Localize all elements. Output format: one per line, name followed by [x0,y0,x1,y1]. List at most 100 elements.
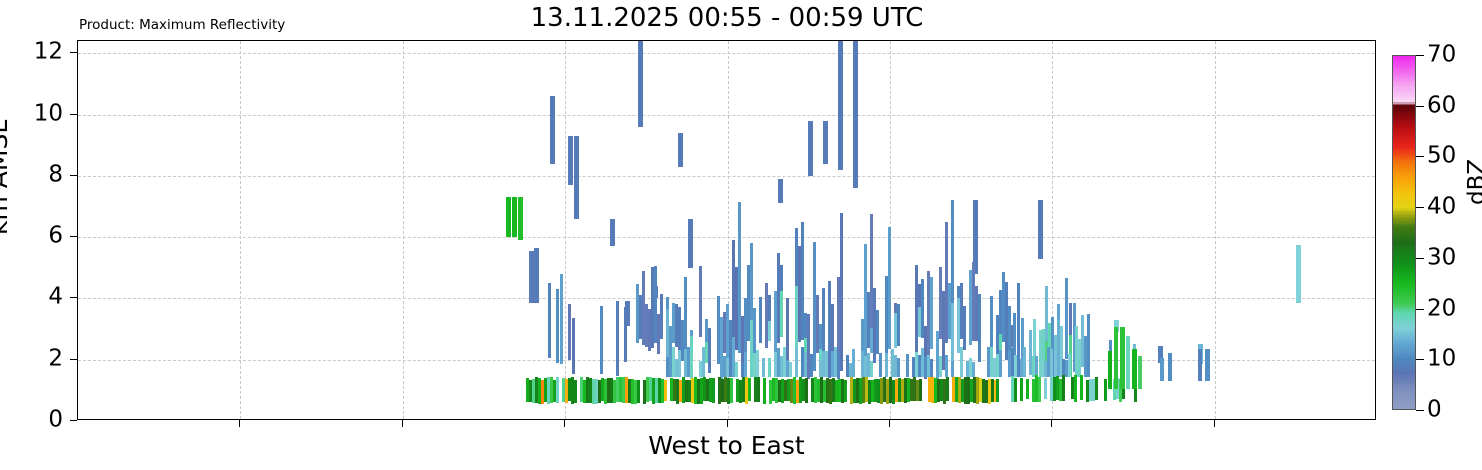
low-level-echo [604,378,607,404]
colorbar-band [1393,112,1415,116]
colorbar-title: dBZ [1464,158,1482,205]
colorbar-tick-label-0: 0 [1427,396,1442,423]
low-level-echo [565,379,568,403]
echo-streak [804,337,807,360]
y-tick-mark [70,297,77,299]
colorbar-band [1393,110,1415,114]
colorbar-tick-label-30: 30 [1427,244,1457,271]
colorbar-tick-mark [1416,55,1424,56]
echo-streak [999,290,1002,359]
colorbar-band [1393,248,1415,251]
colorbar-band [1393,260,1415,264]
colorbar-band [1393,359,1415,363]
echo-column [1114,319,1119,333]
low-level-echo [916,379,919,402]
low-level-echo [918,355,921,377]
x-tick-mark [402,420,403,427]
echo-streak [729,319,732,366]
echo-streak [1078,338,1081,377]
low-level-echo [598,380,601,404]
echo-streak [732,239,735,378]
colorbar-band [1393,167,1415,170]
echo-streak [963,305,966,350]
echo-column [512,197,517,238]
colorbar-band [1393,149,1415,153]
low-level-echo [915,352,918,377]
y-tick-mark [70,113,77,115]
colorbar-band [1393,96,1415,100]
x-tick-mark [889,420,890,427]
low-level-echo [652,377,655,404]
low-level-echo [777,347,780,377]
echo-streak [876,309,879,355]
low-level-echo [849,362,852,377]
colorbar-band [1393,220,1415,223]
x-tick-mark [727,420,728,427]
low-level-echo [757,377,760,402]
echo-streak [765,282,768,348]
colorbar-band [1393,310,1415,313]
low-level-echo [532,379,535,403]
colorbar-band [1393,130,1415,133]
echo-streak [1002,272,1005,343]
low-level-echo [703,376,706,402]
colorbar-band [1393,294,1415,297]
low-level-echo [547,376,550,404]
low-level-echo [990,346,993,377]
echo-streak [750,320,753,353]
low-level-echo [658,378,661,403]
colorbar-band [1393,218,1415,221]
low-level-echo [892,379,895,404]
colorbar-band [1393,186,1415,190]
colorbar-band [1393,168,1415,172]
colorbar-band [1393,207,1415,211]
low-level-echo [894,355,897,377]
low-level-echo [961,379,964,403]
low-level-echo [724,377,727,402]
low-level-echo [556,376,559,403]
colorbar-band [1393,75,1415,78]
low-level-echo [1053,377,1056,402]
low-level-echo [1092,379,1095,402]
low-level-echo [730,378,733,403]
echo-streak [690,336,693,380]
echo-streak [1081,315,1084,367]
colorbar-band [1393,262,1415,266]
echo-streak [807,314,810,379]
low-level-echo [678,350,681,377]
low-level-echo [661,378,664,403]
echo-streak [678,307,681,354]
colorbar-band [1393,243,1415,246]
colorbar-band [1393,266,1415,269]
low-level-echo [982,378,985,404]
low-level-echo [1089,379,1092,401]
echo-streak [831,303,834,368]
colorbar-band [1393,213,1415,216]
echo-streak [636,284,639,343]
echo-streak [624,307,627,362]
colorbar-band [1393,225,1415,228]
echo-streak [666,308,669,357]
colorbar-band [1393,386,1415,389]
low-level-echo [1017,353,1020,377]
colorbar-band [1393,354,1415,357]
echo-column [574,136,579,219]
low-level-echo [802,379,805,402]
low-level-echo [741,362,744,377]
echo-column [1138,355,1142,389]
echo-streak [747,265,750,341]
colorbar-band [1393,311,1415,315]
colorbar-band [1393,267,1415,271]
echo-streak [1013,313,1016,372]
low-level-echo [852,348,855,377]
low-level-echo [756,349,759,377]
low-level-echo [750,349,753,377]
colorbar-band [1393,114,1415,117]
low-level-echo [994,380,997,402]
y-tick-label-10: 10 [33,100,63,127]
plot-area[interactable] [77,40,1376,420]
colorbar-band [1393,144,1415,147]
colorbar-tick-mark [1416,207,1424,209]
colorbar-band [1393,71,1415,75]
low-level-echo [864,355,867,377]
